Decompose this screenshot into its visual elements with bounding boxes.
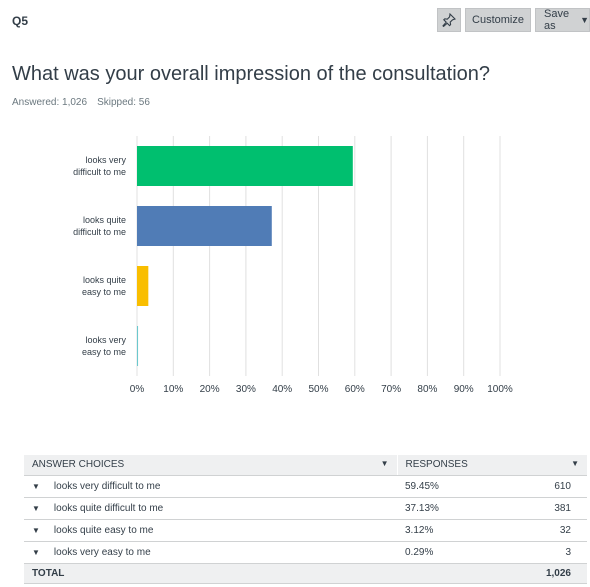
- row-caret-icon[interactable]: ▼: [32, 525, 40, 535]
- customize-label: Customize: [472, 14, 524, 26]
- answered-count: Answered: 1,026: [12, 97, 88, 108]
- row-choice[interactable]: ▼ looks very difficult to me: [24, 475, 397, 498]
- x-tick-label: 100%: [487, 384, 513, 395]
- x-tick-label: 0%: [130, 384, 145, 395]
- save-as-label: Save as: [544, 8, 570, 32]
- row-caret-icon[interactable]: ▼: [32, 547, 40, 557]
- row-choice-label: looks very easy to me: [53, 546, 151, 558]
- x-tick-label: 80%: [417, 384, 437, 395]
- table-row: ▼ looks very difficult to me 59.45% 610: [24, 475, 587, 498]
- total-count: 1,026: [497, 563, 587, 584]
- row-caret-icon[interactable]: ▼: [32, 503, 40, 513]
- x-tick-label: 50%: [308, 384, 328, 395]
- row-count: 610: [497, 475, 587, 498]
- row-percent: 59.45%: [397, 475, 497, 498]
- x-tick-label: 90%: [454, 384, 474, 395]
- sort-caret-icon: ▼: [571, 459, 579, 469]
- x-tick-label: 10%: [163, 384, 183, 395]
- x-tick-label: 40%: [272, 384, 292, 395]
- responses-header-label: RESPONSES: [405, 459, 468, 471]
- row-choice[interactable]: ▼ looks very easy to me: [24, 541, 397, 564]
- customize-button[interactable]: Customize: [465, 8, 531, 32]
- answer-choices-header-label: ANSWER CHOICES: [32, 459, 125, 471]
- bar: [137, 146, 353, 186]
- row-percent: 0.29%: [397, 541, 497, 564]
- row-percent: 3.12%: [397, 519, 497, 542]
- row-choice-label: looks quite easy to me: [53, 524, 154, 536]
- row-caret-icon[interactable]: ▼: [32, 481, 40, 491]
- row-percent: 37.13%: [397, 497, 497, 520]
- category-label: looks very difficult to me: [73, 155, 126, 177]
- x-tick-label: 20%: [200, 384, 220, 395]
- caret-down-icon: ▼: [580, 15, 589, 25]
- row-count: 381: [497, 497, 587, 520]
- question-title: What was your overall impression of the …: [12, 63, 491, 85]
- row-choice-label: looks very difficult to me: [53, 480, 161, 492]
- bar: [137, 266, 149, 306]
- total-row: TOTAL 1,026: [24, 563, 587, 584]
- response-summary: Answered: 1,026 Skipped: 56: [12, 97, 150, 108]
- x-tick-label: 60%: [345, 384, 365, 395]
- table-row: ▼ looks quite difficult to me 37.13% 381: [24, 497, 587, 520]
- answer-choices-header[interactable]: ANSWER CHOICES ▼: [24, 455, 398, 476]
- pin-icon: [442, 13, 456, 27]
- table-row: ▼ looks quite easy to me 3.12% 32: [24, 519, 587, 542]
- total-label: TOTAL: [24, 563, 397, 584]
- sort-caret-icon: ▼: [380, 459, 389, 469]
- bar-chart: 0% 10% 20% 30% 40% 50% 60% 70% 80% 90% 100% looks v…: [0, 130, 590, 410]
- bar: [137, 206, 272, 246]
- question-number: Q5: [12, 14, 29, 28]
- category-label: looks quite difficult to me: [73, 215, 126, 237]
- row-count: 3: [497, 541, 587, 564]
- row-choice-label: looks quite difficult to me: [53, 502, 164, 514]
- pin-button[interactable]: [437, 8, 461, 32]
- row-count: 32: [497, 519, 587, 542]
- x-tick-label: 70%: [381, 384, 401, 395]
- responses-header[interactable]: RESPONSES ▼: [397, 455, 587, 476]
- category-label: looks very easy to me: [82, 335, 127, 357]
- bar: [137, 326, 139, 366]
- row-choice[interactable]: ▼ looks quite difficult to me: [24, 497, 397, 520]
- x-tick-label: 30%: [236, 384, 256, 395]
- skipped-count: Skipped: 56: [97, 97, 150, 108]
- category-label: looks quite easy to me: [82, 275, 126, 297]
- total-spacer: [397, 563, 497, 584]
- row-choice[interactable]: ▼ looks quite easy to me: [24, 519, 397, 542]
- answer-table: ANSWER CHOICES ▼ RESPONSES ▼ ▼ looks very d…: [24, 455, 587, 584]
- table-row: ▼ looks very easy to me 0.29% 3: [24, 541, 587, 564]
- save-as-button[interactable]: Save as ▼: [535, 8, 590, 32]
- chart-svg: 0% 10% 20% 30% 40% 50% 60% 70% 80% 90% 100% looks v…: [73, 136, 513, 395]
